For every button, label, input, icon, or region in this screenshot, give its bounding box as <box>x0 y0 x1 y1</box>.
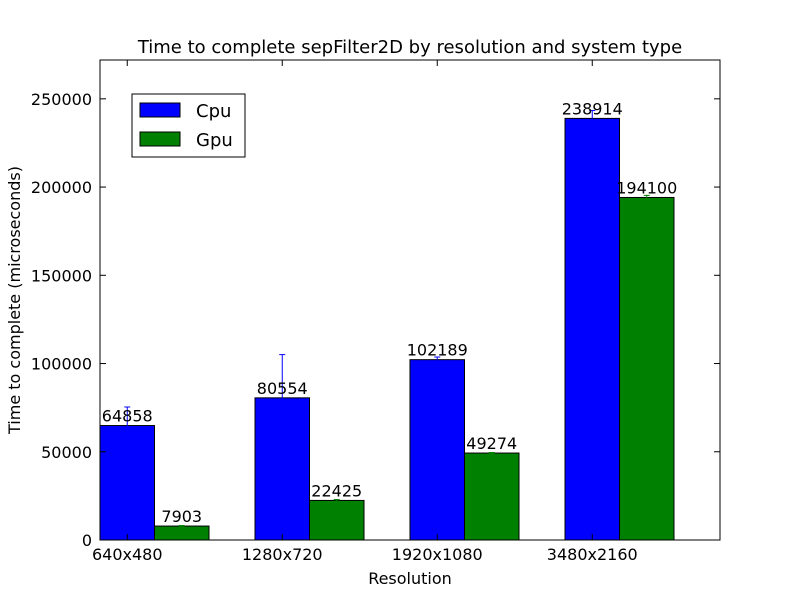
value-label-gpu-640x480: 7903 <box>161 507 202 526</box>
bar-cpu-1920x1080 <box>409 359 465 541</box>
legend: Cpu Gpu <box>131 93 246 158</box>
legend-label-gpu: Gpu <box>196 130 233 151</box>
y-tick-label: 150000 <box>31 266 92 285</box>
y-tick-label: 100000 <box>31 355 92 374</box>
x-tick-label: 3480x2160 <box>547 545 638 564</box>
legend-swatch-cpu <box>139 102 181 118</box>
y-tick-label: 250000 <box>31 90 92 109</box>
bar-cpu-3480x2160 <box>564 117 620 541</box>
value-label-cpu-1920x1080: 102189 <box>407 341 468 360</box>
x-tick-label: 640x480 <box>92 545 163 564</box>
bar-gpu-3480x2160 <box>619 196 675 541</box>
chart-title: Time to complete sepFilter2D by resoluti… <box>137 37 682 58</box>
value-label-cpu-3480x2160: 238914 <box>562 99 623 118</box>
bar-gpu-1920x1080 <box>464 452 520 541</box>
x-tick-label: 1280x720 <box>242 545 323 564</box>
plot-area-frame <box>99 59 721 541</box>
error-bars-layer <box>124 109 650 528</box>
value-label-gpu-1920x1080: 49274 <box>466 434 517 453</box>
x-axis-ticks: 640x480 1280x720 1920x1080 3480x2160 <box>92 60 638 564</box>
legend-swatch-gpu <box>139 131 181 147</box>
bar-gpu-1280x720 <box>309 499 365 541</box>
value-label-cpu-640x480: 64858 <box>102 407 153 426</box>
value-labels-layer: 64858 80554 102189 238914 7903 22425 49274 1941… <box>102 99 677 526</box>
y-axis-label: Time to complete (microseconds) <box>5 166 24 435</box>
y-tick-label: 200000 <box>31 178 92 197</box>
value-label-cpu-1280x720: 80554 <box>257 379 308 398</box>
y-axis-ticks: 0 50000 100000 150000 200000 250000 <box>31 90 720 550</box>
y-tick-label: 0 <box>82 531 92 550</box>
bar-gpu-640x480 <box>154 525 210 541</box>
bar-cpu-640x480 <box>99 425 155 541</box>
y-tick-label: 50000 <box>41 443 92 462</box>
value-label-gpu-1280x720: 22425 <box>311 481 362 500</box>
legend-label-cpu: Cpu <box>196 101 231 122</box>
x-axis-label: Resolution <box>368 569 452 588</box>
x-tick-label: 1920x1080 <box>392 545 483 564</box>
bars-layer <box>99 117 675 541</box>
value-label-gpu-3480x2160: 194100 <box>616 178 677 197</box>
